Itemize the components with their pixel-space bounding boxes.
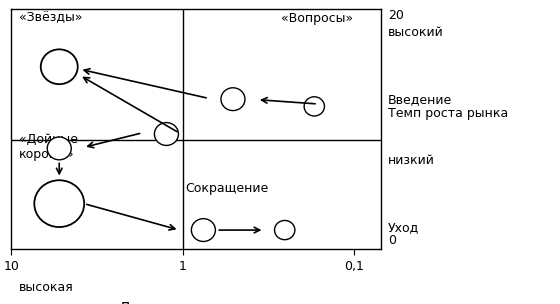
Text: «Дойные
коровы»: «Дойные коровы» [18, 133, 78, 161]
Text: Уход: Уход [388, 221, 419, 234]
Ellipse shape [47, 137, 71, 160]
Ellipse shape [221, 88, 245, 111]
Text: «Звёзды»: «Звёзды» [18, 12, 82, 25]
Ellipse shape [274, 220, 295, 240]
Text: низкий: низкий [388, 154, 435, 167]
Text: Темп роста рынка: Темп роста рынка [388, 107, 508, 120]
Text: 20: 20 [388, 9, 404, 22]
Text: 0: 0 [388, 234, 396, 247]
Ellipse shape [304, 97, 324, 116]
Ellipse shape [192, 219, 216, 241]
Ellipse shape [155, 123, 179, 145]
Text: высокий: высокий [388, 26, 444, 39]
Text: Введение: Введение [388, 93, 452, 106]
Text: Сокращение: Сокращение [185, 182, 268, 195]
Ellipse shape [34, 180, 84, 227]
Text: Доля рынка: Доля рынка [119, 302, 214, 304]
Text: «Вопросы»: «Вопросы» [281, 12, 353, 25]
Text: высокая: высокая [18, 281, 73, 293]
Text: низкая: низкая [254, 302, 300, 304]
Ellipse shape [41, 49, 78, 84]
